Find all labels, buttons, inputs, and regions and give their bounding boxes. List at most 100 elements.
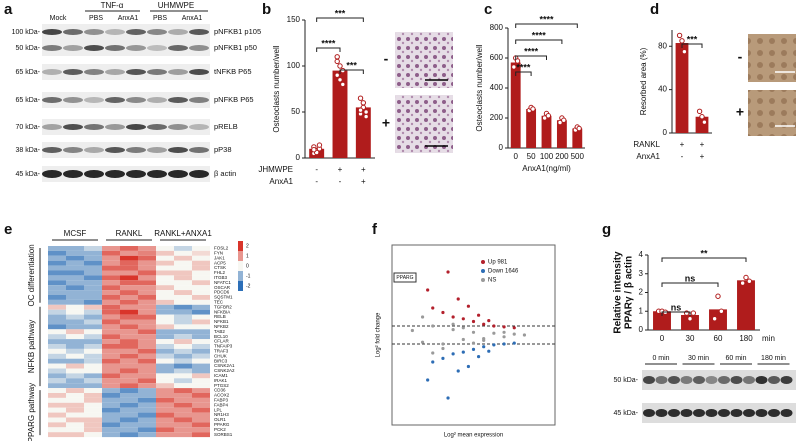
- lane-label: PBS: [153, 15, 167, 22]
- heat-cell: [84, 299, 102, 305]
- heat-cell: [66, 246, 84, 251]
- heat-cell: [84, 373, 102, 379]
- heat-cell: [192, 373, 210, 379]
- heat-cell: [120, 314, 138, 320]
- heat-cell: [66, 348, 84, 354]
- point: [466, 364, 471, 369]
- image-label: -: [738, 49, 743, 65]
- point: [576, 125, 582, 132]
- heat-cell: [120, 255, 138, 261]
- heat-cell: [102, 388, 120, 393]
- heat-cell: [120, 422, 138, 428]
- heat-cell: [66, 324, 84, 330]
- heat-cell: [138, 265, 156, 271]
- point: [446, 396, 450, 400]
- heat-cell: [156, 324, 174, 330]
- heat-cell: [120, 329, 138, 335]
- band: [189, 45, 209, 51]
- heat-cell: [120, 412, 138, 418]
- heat-cell: [48, 427, 66, 433]
- row-cell: -: [315, 165, 318, 174]
- band: [126, 170, 146, 178]
- x-tick-label: 30: [686, 334, 695, 343]
- protein-label: pP38: [214, 145, 232, 154]
- band: [126, 97, 146, 103]
- heat-cell: [120, 299, 138, 305]
- y-axis-label: Osteoclasts number/well: [272, 45, 281, 132]
- band: [743, 376, 755, 384]
- heat-cell: [66, 407, 84, 413]
- heat-cell: [156, 250, 174, 256]
- heat-cell: [174, 358, 192, 364]
- significance: ****: [321, 38, 336, 48]
- heat-cell: [102, 393, 120, 398]
- y-tick-label: 400: [490, 83, 504, 92]
- point: [512, 332, 516, 336]
- heat-cell: [84, 280, 102, 286]
- heat-cell: [102, 260, 120, 266]
- micrograph: [395, 32, 453, 88]
- heat-cell: [66, 422, 84, 428]
- heat-cell: [174, 299, 192, 305]
- heat-cell: [192, 260, 210, 266]
- heat-cell: [174, 402, 192, 408]
- gene-label: CD36: [214, 388, 226, 393]
- micrograph: [748, 34, 796, 82]
- bracket: [515, 39, 563, 44]
- heat-cell: [192, 348, 210, 354]
- heat-cell: [156, 373, 174, 379]
- heat-cell: [84, 383, 102, 389]
- bracket: [681, 43, 703, 48]
- bar: [653, 311, 671, 330]
- heat-cell: [48, 319, 66, 325]
- heat-cell: [192, 363, 210, 369]
- heat-cell: [156, 280, 174, 286]
- heat-cell: [66, 412, 84, 418]
- y-tick-label: 80: [658, 41, 667, 50]
- heat-cell: [174, 432, 192, 438]
- y-tick-label: 2: [639, 288, 644, 297]
- heat-cell: [138, 309, 156, 315]
- band: [780, 409, 793, 417]
- heat-cell: [120, 393, 138, 398]
- heat-cell: [120, 309, 138, 315]
- heat-cell: [192, 304, 210, 310]
- band: [105, 69, 125, 75]
- bar: [737, 280, 755, 330]
- legend-marker: [481, 278, 485, 282]
- heat-cell: [84, 255, 102, 261]
- significance: ****: [532, 30, 547, 40]
- heat-cell: [192, 402, 210, 408]
- heat-cell: [138, 393, 156, 398]
- heat-cell: [84, 344, 102, 349]
- point: [522, 333, 527, 337]
- point: [337, 77, 343, 83]
- heat-cell: [120, 402, 138, 408]
- panel-label: b: [262, 1, 271, 18]
- gene-label: PCK2: [214, 427, 226, 432]
- mw-label: 50 kDa-: [15, 45, 40, 52]
- heat-cell: [174, 260, 192, 266]
- heat-cell: [120, 344, 138, 349]
- heat-cell: [174, 407, 192, 413]
- heat-cell: [120, 358, 138, 364]
- heat-cell: [120, 304, 138, 310]
- heat-cell: [84, 314, 102, 320]
- point: [530, 106, 536, 112]
- band: [84, 29, 104, 35]
- heat-cell: [192, 250, 210, 256]
- heat-cell: [102, 412, 120, 418]
- legend-marker: [481, 260, 485, 264]
- gene-label: CHUK: [214, 353, 227, 358]
- y-axis-label: Resorbed area (%): [639, 47, 648, 115]
- heat-cell: [102, 353, 120, 359]
- heat-cell: [102, 417, 120, 423]
- significance: ***: [687, 34, 698, 44]
- point: [502, 342, 506, 346]
- bracket: [515, 71, 532, 76]
- point: [502, 330, 506, 334]
- band: [693, 409, 705, 417]
- legend-label: Up 981: [488, 260, 508, 266]
- band: [189, 170, 209, 178]
- heat-cell: [48, 275, 66, 281]
